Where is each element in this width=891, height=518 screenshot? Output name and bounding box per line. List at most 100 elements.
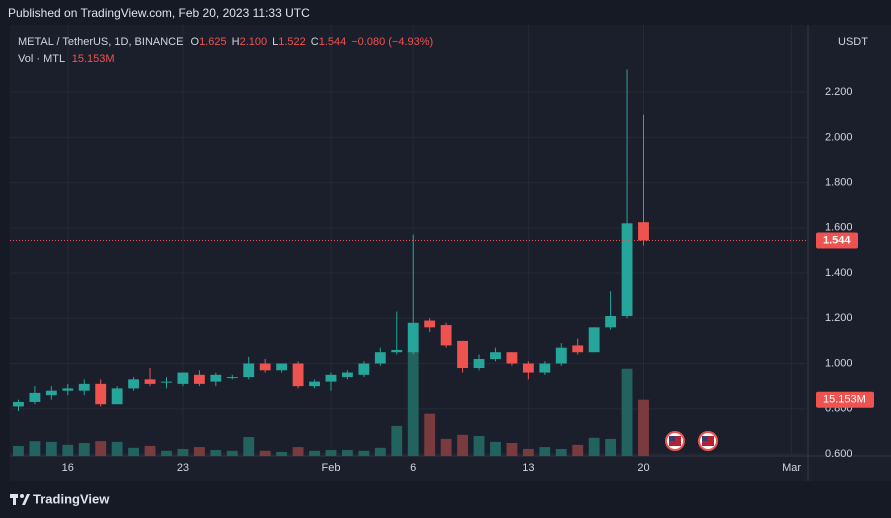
- candle-body: [161, 381, 172, 383]
- y-tick-label: 2.000: [825, 131, 853, 143]
- y-tick-label: 2.200: [825, 86, 853, 98]
- volume-bar: [572, 444, 584, 456]
- candle-body: [210, 374, 222, 382]
- candle-body: [45, 390, 57, 396]
- candle-body: [13, 401, 24, 407]
- symbol: METAL / TetherUS, 1D, BINANCE: [18, 36, 183, 48]
- volume-bar: [193, 447, 205, 456]
- ohlc-value: 1.522: [278, 36, 306, 48]
- volume-bar: [325, 450, 337, 456]
- y-tick-label: 0.600: [825, 448, 853, 460]
- candle-body: [407, 322, 419, 353]
- candle-body: [374, 352, 386, 364]
- volume-bar: [522, 448, 534, 456]
- candle-body: [490, 352, 501, 359]
- volume-bar: [45, 441, 57, 456]
- y-tick-label: 1.800: [825, 177, 853, 189]
- candle-body: [506, 352, 518, 364]
- candle-body: [588, 327, 600, 353]
- volume-bar: [62, 444, 74, 456]
- volume-bar: [555, 448, 567, 456]
- candle-body: [424, 320, 436, 328]
- y-tick-label: 1.200: [825, 312, 853, 324]
- candle-body: [358, 363, 370, 375]
- volume-legend-line: Vol · MTL 15.153M: [18, 53, 115, 65]
- volume-bar: [161, 450, 172, 456]
- candle-body: [638, 222, 649, 241]
- volume-bar: [407, 351, 419, 456]
- volume-bar: [473, 435, 485, 456]
- event-flag: [698, 431, 718, 451]
- ohlc-key: O: [191, 36, 200, 48]
- candle-body: [572, 345, 584, 353]
- volume-bar: [13, 445, 24, 456]
- candle-body: [128, 379, 140, 389]
- volume-legend: Vol · MTL: [18, 53, 65, 65]
- volume-bar: [342, 450, 353, 456]
- brand: TradingView: [33, 491, 110, 506]
- volume-bar: [638, 399, 649, 456]
- volume-bar: [243, 437, 255, 456]
- marks: [10, 69, 808, 456]
- candle-body: [621, 223, 633, 317]
- ohlc-key: C: [311, 36, 319, 48]
- x-tick-label: 6: [410, 462, 416, 474]
- candle-body: [29, 392, 41, 402]
- volume-bar: [111, 441, 123, 456]
- labels: 0.6000.8001.0001.2001.4001.6001.8002.000…: [62, 86, 874, 474]
- volume-bar: [128, 447, 140, 456]
- currency: USDT: [838, 36, 868, 48]
- volume-bar: [490, 441, 501, 456]
- change: −0.080 (−4.93%): [351, 36, 433, 48]
- volume-bar: [588, 437, 600, 456]
- ohlc-key: H: [232, 36, 240, 48]
- volume-bar: [144, 445, 156, 456]
- y-tick-label: 1.000: [825, 357, 853, 369]
- volume-bar: [259, 450, 271, 456]
- ohlc-value: 1.544: [319, 36, 347, 48]
- candle-body: [522, 363, 534, 373]
- event-flag: [665, 431, 685, 451]
- volume-bar: [391, 425, 403, 456]
- x-tick-label: Mar: [782, 462, 801, 474]
- last-volume-box: [816, 391, 874, 408]
- x-tick-label: 23: [177, 462, 189, 474]
- volume-bar: [374, 447, 386, 456]
- x-tick-label: Feb: [321, 462, 340, 474]
- y-tick-label: 1.400: [825, 267, 853, 279]
- candle-body: [177, 372, 189, 384]
- x-tick-label: 20: [637, 462, 649, 474]
- volume-bar: [440, 438, 452, 456]
- candle-body: [78, 383, 90, 391]
- volume-bar: [539, 447, 551, 456]
- volume-legend-value: 15.153M: [72, 53, 115, 65]
- candle-body: [259, 363, 271, 371]
- legend-line: METAL / TetherUS, 1D, BINANCE O1.625 H2.1…: [18, 36, 433, 48]
- candle-body: [292, 363, 304, 387]
- candle-body: [144, 379, 156, 384]
- ohlc-value: 2.100: [240, 36, 268, 48]
- volume-bar: [358, 450, 370, 456]
- volume-bar: [29, 441, 41, 456]
- volume-bar: [621, 368, 633, 456]
- y-tick-label: 1.600: [825, 222, 853, 234]
- last-volume-label: 15.153M: [823, 394, 866, 406]
- volume-bar: [292, 447, 304, 456]
- candle-body: [62, 388, 74, 391]
- volume-bar: [78, 442, 90, 456]
- volume-bar: [276, 451, 288, 456]
- candle-body: [605, 316, 617, 328]
- volume-bar: [309, 450, 320, 456]
- candle-body: [555, 347, 567, 364]
- x-tick-label: 13: [522, 462, 534, 474]
- candle-body: [226, 377, 238, 379]
- volume-bar: [95, 441, 107, 456]
- x-tick-label: 16: [62, 462, 74, 474]
- volume-bar: [457, 434, 468, 456]
- candle-body: [473, 358, 485, 369]
- last-price-box: [816, 232, 858, 249]
- ohlc-value: 1.625: [199, 36, 227, 48]
- candle-body: [539, 363, 551, 373]
